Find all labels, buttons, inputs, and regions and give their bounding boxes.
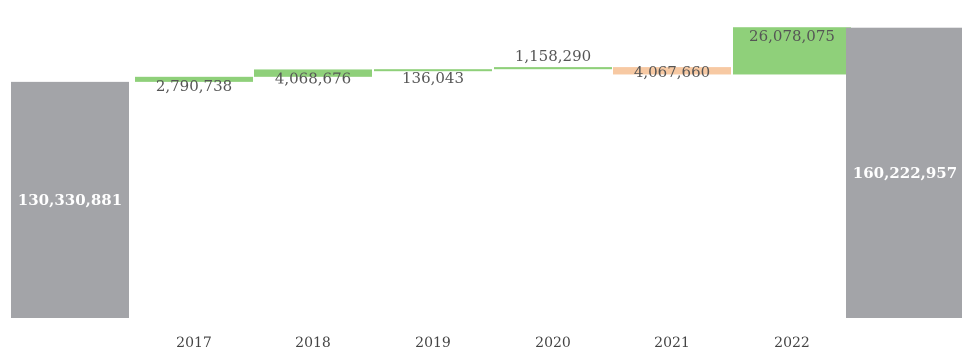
delta-value-label: 4,067,660 <box>634 63 710 81</box>
delta-value-label: 2,790,738 <box>156 77 232 95</box>
total-value-label: 160,222,957 <box>853 164 957 182</box>
category-label-2021: 2021 <box>654 335 690 351</box>
waterfall-bar-2022 <box>733 27 851 75</box>
waterfall-bar-2019 <box>374 69 492 72</box>
waterfall-bar-2021 <box>613 67 731 75</box>
delta-value-label: 4,068,676 <box>275 69 351 87</box>
waterfall-bar-2020 <box>494 67 612 70</box>
category-label-2022: 2022 <box>774 335 810 351</box>
category-label-2017: 2017 <box>176 335 212 351</box>
category-labels-group: 2017 2018 2019 2020 2021 2022 <box>176 335 810 351</box>
category-label-2018: 2018 <box>295 335 331 351</box>
value-labels-group: 130,330,881 2,790,738 4,068,676 136,043 1,15… <box>18 27 957 209</box>
waterfall-bar-start-total <box>11 81 129 318</box>
category-label-2019: 2019 <box>415 335 451 351</box>
delta-value-label: 1,158,290 <box>515 47 591 65</box>
waterfall-bar-2017 <box>135 76 253 82</box>
delta-value-label: 136,043 <box>402 69 464 87</box>
waterfall-bar-2018 <box>254 69 372 77</box>
bars-group <box>11 27 962 318</box>
total-value-label: 130,330,881 <box>18 191 122 209</box>
waterfall-bar-end-total <box>846 27 962 318</box>
delta-value-label: 26,078,075 <box>749 27 835 45</box>
category-label-2020: 2020 <box>535 335 571 351</box>
